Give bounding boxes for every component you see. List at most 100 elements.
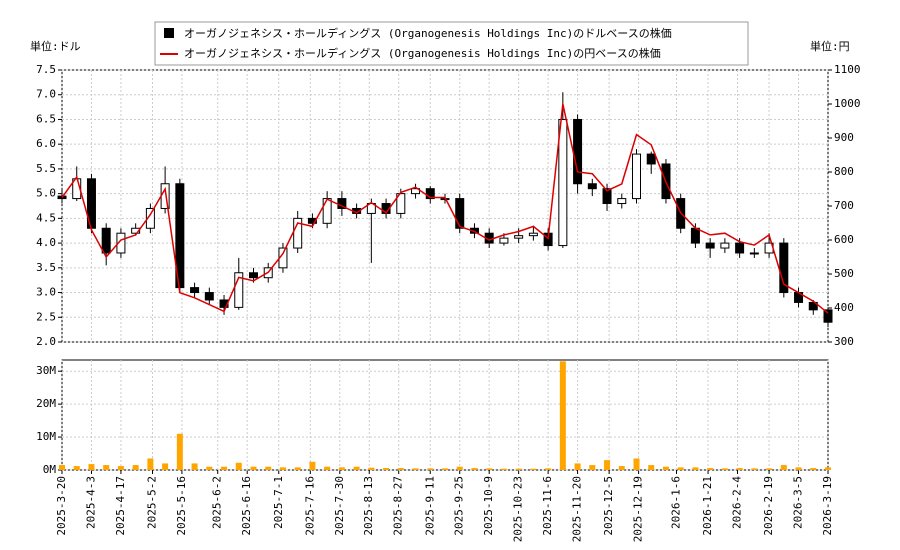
volume-bar bbox=[662, 466, 669, 470]
volume-bar bbox=[795, 467, 802, 470]
candle-body bbox=[425, 188, 435, 200]
volume-bar bbox=[471, 468, 478, 470]
y-tick-label: 3.5 bbox=[36, 261, 56, 274]
candle-body bbox=[190, 287, 200, 294]
candle-body bbox=[646, 153, 656, 165]
candle-body bbox=[587, 183, 597, 190]
volume-bar bbox=[73, 466, 80, 470]
candle-body bbox=[131, 227, 141, 234]
volume-bar bbox=[191, 463, 198, 470]
candle-body bbox=[116, 232, 126, 254]
volume-bar bbox=[589, 465, 596, 470]
volume-bar bbox=[117, 466, 124, 470]
candle-body bbox=[322, 198, 332, 224]
volume-bar bbox=[147, 458, 154, 470]
candle-body bbox=[808, 301, 818, 311]
candle-body bbox=[204, 292, 214, 301]
y-tick-label: 2.5 bbox=[36, 310, 56, 323]
volume-bar bbox=[825, 467, 831, 470]
x-tick-label: 2026-2-19 bbox=[762, 476, 775, 536]
y-tick-label: 1000 bbox=[834, 97, 861, 110]
candle-body bbox=[558, 118, 568, 247]
x-tick-label: 2026-3-19 bbox=[821, 476, 834, 536]
x-tick-label: 2025-11-20 bbox=[571, 476, 584, 542]
volume-bar bbox=[810, 468, 817, 470]
unit-left: 単位:ドル bbox=[30, 39, 81, 53]
volume-bar bbox=[265, 466, 272, 470]
candle-body bbox=[249, 272, 258, 279]
y-tick-label: 2.0 bbox=[36, 335, 56, 348]
legend-label: オーガノジェネシス・ホールディングス (Organogenesis Holdin… bbox=[184, 46, 661, 60]
x-tick-label: 2025-10-9 bbox=[482, 476, 495, 536]
candle-body bbox=[573, 118, 583, 185]
candle-body bbox=[293, 217, 303, 249]
volume-bar bbox=[515, 468, 522, 470]
y-tick-label: 20M bbox=[36, 397, 56, 410]
volume-bar bbox=[412, 468, 419, 470]
volume-bar bbox=[530, 468, 537, 470]
legend-label: オーガノジェネシス・ホールディングス (Organogenesis Holdin… bbox=[184, 26, 672, 40]
volume-bar bbox=[780, 465, 787, 470]
candle-body bbox=[779, 242, 789, 294]
x-tick-label: 2026-3-5 bbox=[792, 476, 805, 529]
volume-bar bbox=[633, 458, 640, 470]
candle-body bbox=[234, 272, 244, 308]
volume-bar bbox=[648, 465, 655, 470]
y-tick-label: 400 bbox=[834, 301, 854, 314]
candle-body bbox=[514, 235, 524, 239]
candle-body bbox=[720, 242, 730, 249]
candle-body bbox=[749, 252, 759, 255]
y-tick-label: 0M bbox=[43, 463, 57, 476]
x-tick-label: 2025-7-16 bbox=[303, 476, 316, 536]
x-tick-label: 2025-12-5 bbox=[602, 476, 615, 536]
volume-bar bbox=[59, 465, 65, 470]
candle-body bbox=[617, 198, 627, 205]
y-tick-label: 4.0 bbox=[36, 236, 56, 249]
candle-body bbox=[455, 198, 465, 229]
volume-bar bbox=[294, 467, 301, 470]
x-tick-label: 2025-7-1 bbox=[272, 476, 285, 529]
y-tick-label: 700 bbox=[834, 199, 854, 212]
y-tick-label: 3.0 bbox=[36, 286, 56, 299]
volume-bar bbox=[88, 464, 95, 470]
volume-bar bbox=[545, 468, 552, 470]
y-tick-label: 900 bbox=[834, 131, 854, 144]
volume-bar bbox=[500, 468, 507, 470]
y-tick-label: 5.5 bbox=[36, 162, 56, 175]
volume-bar bbox=[383, 468, 390, 470]
y-tick-label: 6.5 bbox=[36, 112, 56, 125]
volume-bar bbox=[324, 466, 331, 470]
legend-swatch bbox=[164, 28, 174, 38]
volume-bar bbox=[103, 465, 110, 470]
x-tick-label: 2025-5-2 bbox=[145, 476, 158, 529]
volume-bar bbox=[766, 468, 773, 470]
x-tick-label: 2025-4-17 bbox=[114, 476, 127, 536]
x-tick-label: 2025-10-23 bbox=[512, 476, 525, 542]
candle-body bbox=[690, 227, 700, 244]
candle-body bbox=[366, 203, 376, 214]
x-tick-label: 2026-1-6 bbox=[669, 476, 682, 529]
x-tick-label: 2025-8-27 bbox=[392, 476, 405, 536]
y-tick-label: 300 bbox=[834, 335, 854, 348]
x-tick-label: 2025-6-2 bbox=[211, 476, 224, 529]
volume-bar bbox=[279, 467, 286, 470]
candle-body bbox=[735, 242, 745, 254]
y-tick-label: 500 bbox=[834, 267, 854, 280]
volume-bar bbox=[442, 468, 448, 470]
candle-body bbox=[411, 188, 421, 195]
x-tick-label: 2026-2-4 bbox=[731, 476, 744, 529]
candle-body bbox=[145, 207, 155, 229]
y-tick-label: 10M bbox=[36, 430, 56, 443]
y-tick-label: 7.5 bbox=[36, 63, 56, 76]
volume-bar bbox=[604, 460, 611, 470]
volume-bar bbox=[397, 468, 404, 470]
volume-bar bbox=[486, 468, 493, 470]
y-tick-label: 30M bbox=[36, 364, 56, 377]
x-tick-label: 2025-4-3 bbox=[84, 476, 97, 529]
yen-line bbox=[61, 103, 829, 314]
volume-bar bbox=[751, 468, 758, 470]
candle-body bbox=[499, 237, 509, 244]
candle-body bbox=[632, 153, 641, 200]
x-tick-label: 2025-11-6 bbox=[541, 476, 554, 536]
x-tick-label: 2025-3-20 bbox=[55, 476, 68, 536]
